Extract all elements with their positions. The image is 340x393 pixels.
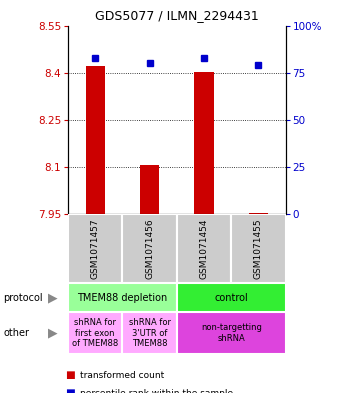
Text: percentile rank within the sample: percentile rank within the sample xyxy=(80,389,233,393)
Text: control: control xyxy=(214,293,248,303)
Bar xyxy=(122,312,177,354)
Text: other: other xyxy=(3,328,29,338)
Text: TMEM88 depletion: TMEM88 depletion xyxy=(77,293,168,303)
Bar xyxy=(177,312,286,354)
Bar xyxy=(194,72,214,214)
Bar xyxy=(86,66,105,214)
Text: GSM1071456: GSM1071456 xyxy=(145,218,154,279)
Text: ■: ■ xyxy=(65,388,74,393)
Text: GSM1071455: GSM1071455 xyxy=(254,218,263,279)
Bar xyxy=(68,214,122,283)
Text: GSM1071454: GSM1071454 xyxy=(200,219,208,279)
Text: shRNA for
3'UTR of
TMEM88: shRNA for 3'UTR of TMEM88 xyxy=(129,318,171,348)
Bar xyxy=(68,283,177,312)
Title: GDS5077 / ILMN_2294431: GDS5077 / ILMN_2294431 xyxy=(95,9,259,22)
Bar xyxy=(177,214,231,283)
Text: transformed count: transformed count xyxy=(80,371,164,380)
Bar xyxy=(122,214,177,283)
Text: GSM1071457: GSM1071457 xyxy=(91,218,100,279)
Bar xyxy=(249,213,268,214)
Text: ▶: ▶ xyxy=(48,291,57,304)
Bar xyxy=(140,165,159,214)
Text: non-targetting
shRNA: non-targetting shRNA xyxy=(201,323,262,343)
Text: protocol: protocol xyxy=(3,293,43,303)
Bar xyxy=(68,312,122,354)
Text: shRNA for
first exon
of TMEM88: shRNA for first exon of TMEM88 xyxy=(72,318,118,348)
Bar xyxy=(231,214,286,283)
Bar xyxy=(177,283,286,312)
Text: ▶: ▶ xyxy=(48,327,57,340)
Text: ■: ■ xyxy=(65,370,74,380)
